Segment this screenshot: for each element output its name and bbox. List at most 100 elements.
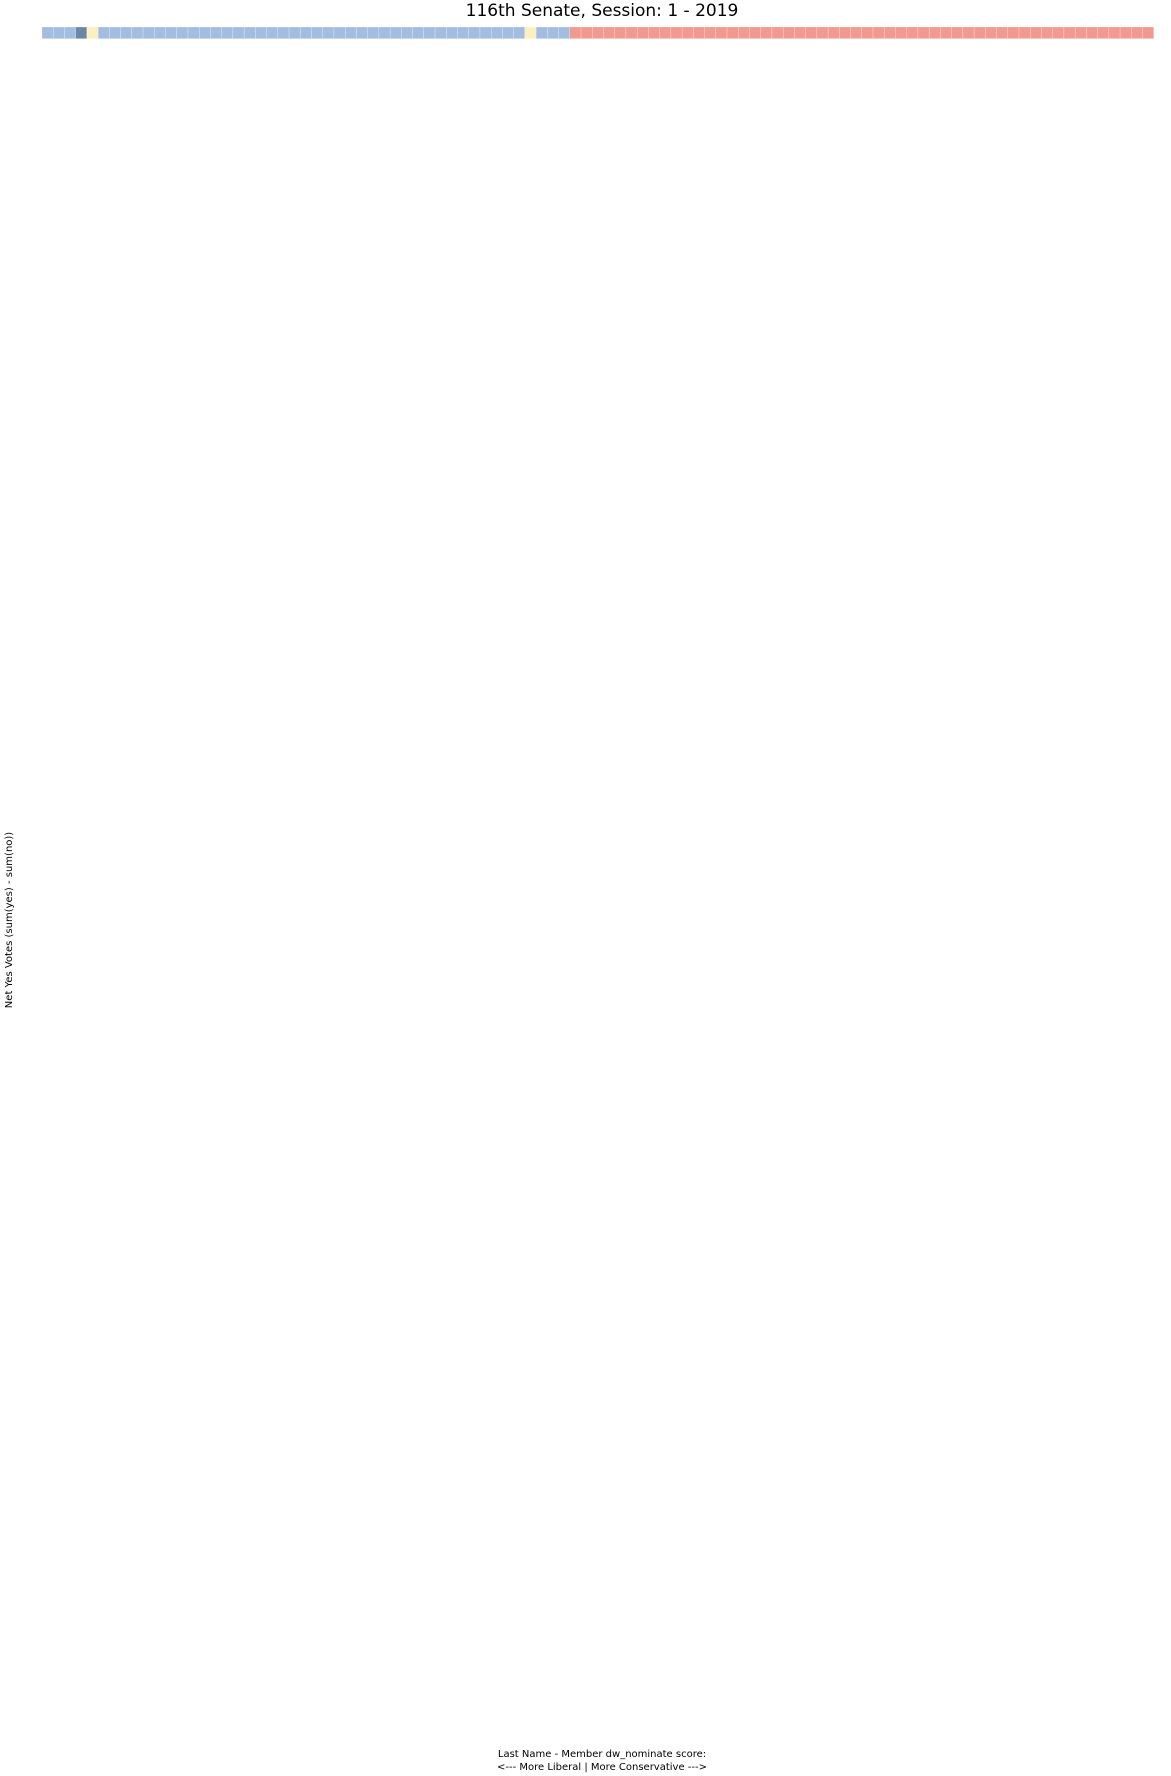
cell [288, 26, 301, 39]
x-axis-title: Last Name - Member dw_nominate score: [498, 1749, 706, 1760]
cell [681, 26, 694, 39]
cell [816, 26, 829, 39]
cell [547, 26, 559, 39]
cell [142, 26, 155, 39]
cell [805, 26, 818, 39]
cell [1119, 26, 1132, 39]
cell [131, 26, 144, 39]
cell [502, 26, 514, 39]
cell [1052, 26, 1065, 39]
cell [243, 26, 256, 39]
cell [917, 26, 930, 39]
cell [356, 26, 368, 39]
cell [345, 26, 357, 39]
cell [569, 26, 582, 39]
cell [389, 26, 402, 39]
cell [491, 26, 503, 39]
cell [940, 26, 952, 39]
cell [1041, 26, 1053, 39]
cell [1131, 26, 1143, 39]
cell [962, 26, 975, 39]
cell [535, 26, 548, 39]
cell [850, 26, 862, 39]
cell [187, 26, 200, 39]
cell [1142, 26, 1154, 39]
cell [232, 26, 245, 39]
chart-title: 116th Senate, Session: 1 - 2019 [466, 1, 739, 21]
cell [659, 26, 672, 39]
cell [861, 26, 874, 39]
cell [120, 26, 133, 39]
cell [872, 26, 885, 39]
cell [782, 26, 795, 39]
cell [221, 26, 234, 39]
cell [1074, 26, 1087, 39]
cell [176, 26, 189, 39]
cell [277, 26, 290, 39]
cell [165, 26, 177, 39]
cell [154, 26, 166, 39]
cell [97, 26, 110, 39]
cell [513, 26, 526, 39]
cell [771, 26, 784, 39]
cell [906, 26, 919, 39]
cell [951, 26, 964, 39]
cell [210, 26, 222, 39]
cell [580, 26, 593, 39]
cell [625, 26, 638, 39]
cell [434, 26, 447, 39]
cell [64, 26, 76, 39]
cell [760, 26, 773, 39]
cell [928, 26, 941, 39]
cell [75, 26, 88, 39]
cell [53, 26, 65, 39]
cell [199, 26, 211, 39]
cell [985, 26, 997, 39]
cell [367, 26, 380, 39]
cell [423, 26, 436, 39]
cell [401, 26, 413, 39]
cell [266, 26, 279, 39]
cell [311, 26, 323, 39]
cell [827, 26, 840, 39]
cell [1097, 26, 1110, 39]
cell [749, 26, 761, 39]
cell [1063, 26, 1076, 39]
cell [973, 26, 986, 39]
heatmap [41, 26, 1154, 39]
cell [479, 26, 492, 39]
cell [738, 26, 750, 39]
cell [109, 26, 121, 39]
cell [1018, 26, 1031, 39]
cell [839, 26, 851, 39]
cell [614, 26, 627, 39]
cell [378, 26, 391, 39]
cell [412, 26, 425, 39]
cell [1030, 26, 1042, 39]
cell [603, 26, 615, 39]
cell [322, 26, 335, 39]
cell [693, 26, 705, 39]
cell [333, 26, 346, 39]
cell [41, 26, 54, 39]
cell [648, 26, 660, 39]
cell [895, 26, 907, 39]
cell [704, 26, 717, 39]
cell [558, 26, 571, 39]
cell [1108, 26, 1121, 39]
cell [636, 26, 649, 39]
cell [446, 26, 458, 39]
cell [726, 26, 739, 39]
cell [794, 26, 806, 39]
cell [715, 26, 728, 39]
cell [86, 26, 99, 39]
cell [884, 26, 896, 39]
cell [670, 26, 683, 39]
cell [255, 26, 267, 39]
cell [1007, 26, 1020, 39]
cell [468, 26, 481, 39]
cell [1086, 26, 1098, 39]
y-axis-title: Net Yes Votes (sum(yes) - sum(no)) [4, 832, 15, 1008]
